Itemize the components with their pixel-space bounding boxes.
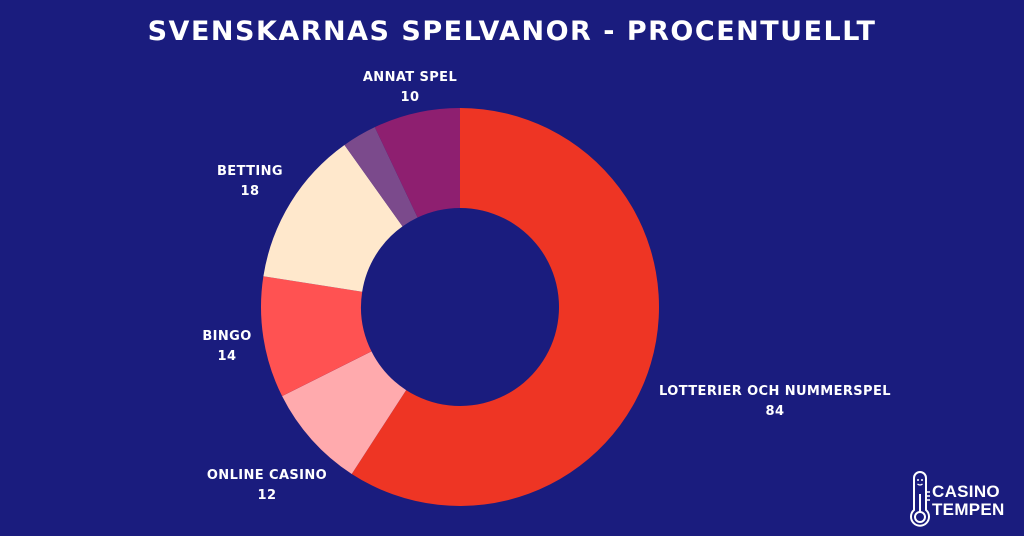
label-lotterier: Lotterier och nummerspel 84: [650, 382, 900, 422]
donut-slice: [351, 108, 659, 506]
label-bingo: Bingo 14: [192, 327, 262, 367]
thermometer-icon: [910, 471, 930, 527]
label-betting: Betting 18: [205, 162, 295, 202]
logo-line-2: TEMPEN: [932, 500, 1005, 519]
label-value: 12: [257, 488, 277, 503]
donut-slice: [263, 144, 403, 292]
label-value: 14: [217, 349, 237, 364]
casinotempen-logo: CASINO TEMPEN: [908, 470, 1018, 530]
label-name: Lotterier och nummerspel: [659, 384, 891, 399]
logo-line-1: CASINO: [932, 482, 1000, 501]
donut-slice: [282, 351, 407, 474]
label-online-casino: Online casino 12: [192, 466, 342, 506]
label-name: Annat spel: [362, 70, 458, 85]
donut-slice: [260, 276, 372, 397]
label-annat-spel: Annat spel 10: [355, 68, 465, 108]
label-name: Bingo: [202, 329, 252, 344]
label-name: Betting: [216, 164, 283, 179]
label-value: 10: [400, 90, 420, 105]
donut-slice: [344, 127, 418, 227]
label-value: 18: [240, 184, 260, 199]
label-value: 84: [765, 404, 785, 419]
label-name: Online casino: [206, 468, 328, 483]
chart-title: Svenskarnas spelvanor - procentuellt: [147, 16, 877, 47]
donut-slice: [374, 108, 460, 218]
